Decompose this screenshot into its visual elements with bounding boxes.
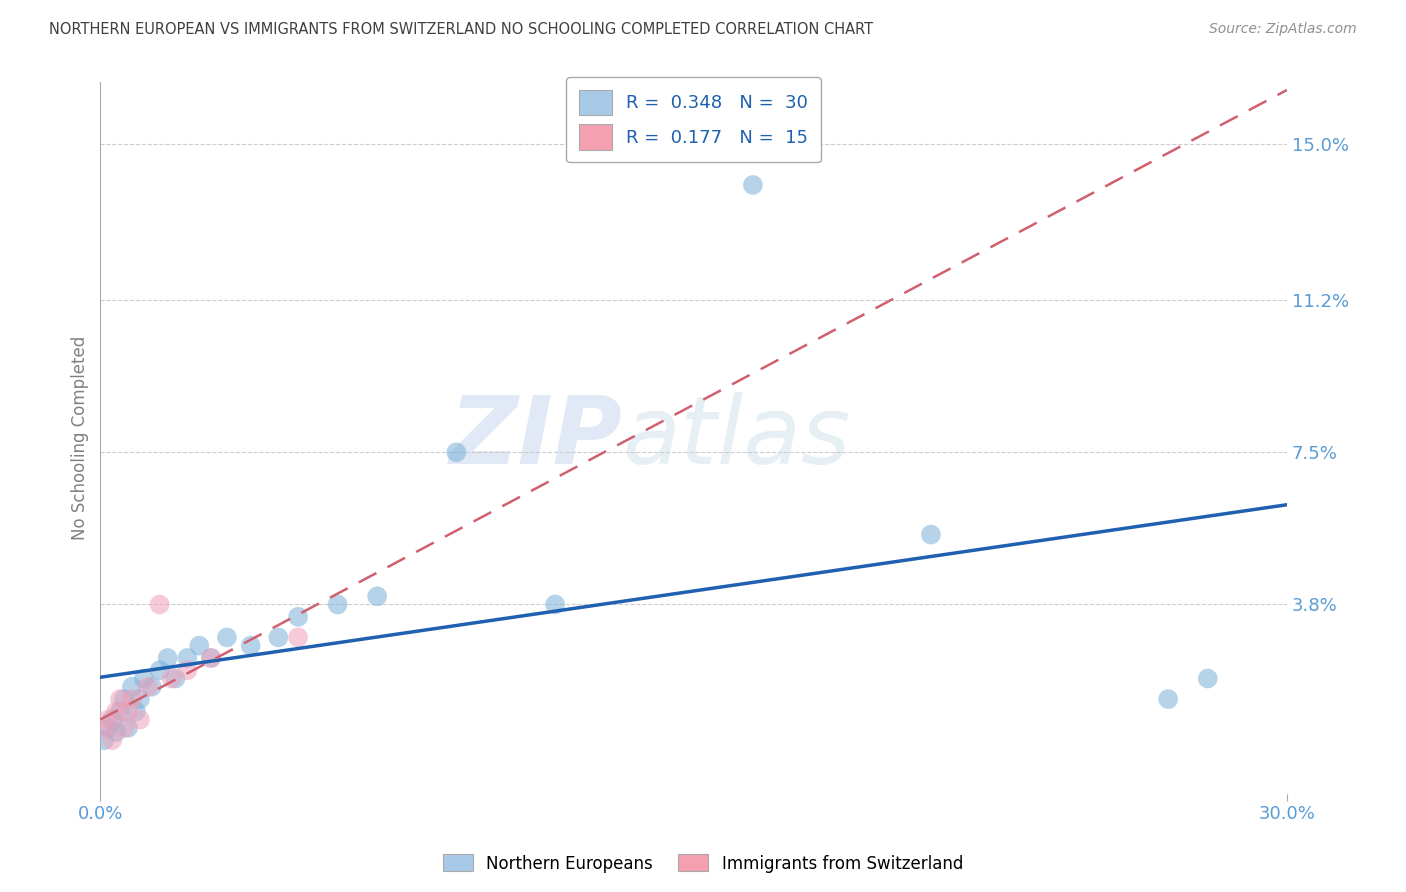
Point <box>160 672 183 686</box>
Point <box>129 692 152 706</box>
Legend: Northern Europeans, Immigrants from Switzerland: Northern Europeans, Immigrants from Swit… <box>436 847 970 880</box>
Point <box>121 680 143 694</box>
Point <box>366 589 388 603</box>
Point <box>239 639 262 653</box>
Legend: R =  0.348   N =  30, R =  0.177   N =  15: R = 0.348 N = 30, R = 0.177 N = 15 <box>567 77 821 162</box>
Point <box>141 680 163 694</box>
Point <box>93 733 115 747</box>
Point <box>326 598 349 612</box>
Point <box>117 721 139 735</box>
Point <box>742 178 765 192</box>
Point <box>176 663 198 677</box>
Point <box>156 651 179 665</box>
Point <box>112 721 135 735</box>
Point <box>446 445 468 459</box>
Point <box>101 733 124 747</box>
Point <box>215 631 238 645</box>
Point <box>544 598 567 612</box>
Point <box>165 672 187 686</box>
Text: ZIP: ZIP <box>450 392 623 484</box>
Point <box>149 663 172 677</box>
Y-axis label: No Schooling Completed: No Schooling Completed <box>72 335 89 540</box>
Point <box>108 705 131 719</box>
Point <box>105 705 128 719</box>
Point <box>200 651 222 665</box>
Point <box>117 705 139 719</box>
Point <box>287 631 309 645</box>
Point <box>136 680 159 694</box>
Text: Source: ZipAtlas.com: Source: ZipAtlas.com <box>1209 22 1357 37</box>
Point <box>125 705 148 719</box>
Point <box>129 713 152 727</box>
Point <box>149 598 172 612</box>
Point <box>105 725 128 739</box>
Point <box>287 610 309 624</box>
Point <box>267 631 290 645</box>
Point <box>1197 672 1219 686</box>
Text: atlas: atlas <box>623 392 851 483</box>
Point <box>188 639 211 653</box>
Point <box>108 692 131 706</box>
Point <box>101 713 124 727</box>
Point <box>920 527 942 541</box>
Point <box>200 651 222 665</box>
Point <box>112 692 135 706</box>
Point <box>97 721 120 735</box>
Point <box>176 651 198 665</box>
Point <box>132 672 155 686</box>
Point <box>121 692 143 706</box>
Point <box>1157 692 1180 706</box>
Point <box>97 713 120 727</box>
Text: NORTHERN EUROPEAN VS IMMIGRANTS FROM SWITZERLAND NO SCHOOLING COMPLETED CORRELAT: NORTHERN EUROPEAN VS IMMIGRANTS FROM SWI… <box>49 22 873 37</box>
Point <box>93 721 115 735</box>
